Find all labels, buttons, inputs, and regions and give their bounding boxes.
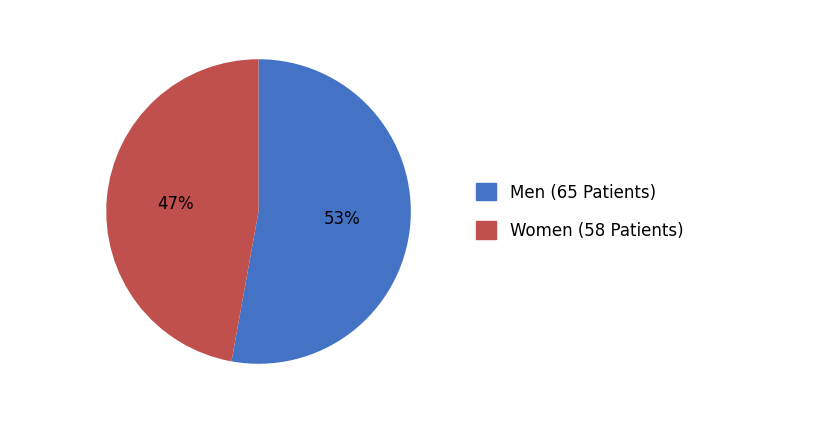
Wedge shape — [232, 59, 411, 364]
Text: 47%: 47% — [157, 195, 193, 213]
Text: 53%: 53% — [324, 210, 360, 228]
Wedge shape — [106, 59, 259, 361]
Legend: Men (65 Patients), Women (58 Patients): Men (65 Patients), Women (58 Patients) — [476, 183, 683, 240]
